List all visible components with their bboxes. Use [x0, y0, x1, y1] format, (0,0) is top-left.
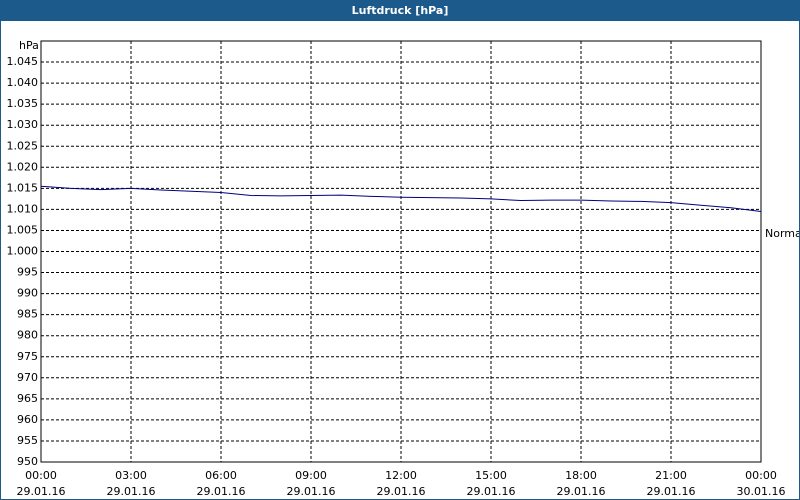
- y-axis-label: hPa: [19, 39, 39, 52]
- y-tick-label: 990: [17, 287, 38, 300]
- x-tick-label: 00:00 30.01.16: [736, 469, 786, 498]
- y-tick-label: 1.025: [7, 139, 39, 152]
- x-tick-label: 03:00 29.01.16: [106, 469, 156, 498]
- y-tick-label: 1.020: [7, 160, 39, 173]
- y-tick-label: 1.015: [7, 181, 39, 194]
- y-tick-label: 995: [17, 266, 38, 279]
- x-tick-label: 15:00 29.01.16: [466, 469, 516, 498]
- y-tick-label: 970: [17, 371, 38, 384]
- y-tick-label: 975: [17, 350, 38, 363]
- y-tick-label: 1.030: [7, 118, 39, 131]
- y-tick-label: 980: [17, 329, 38, 342]
- legend-entry: Normal: [765, 227, 799, 240]
- title-bar: Luftdruck [hPa]: [1, 1, 799, 21]
- y-tick-label: 1.010: [7, 202, 39, 215]
- y-tick-label: 1.005: [7, 223, 39, 236]
- y-tick-label: 960: [17, 413, 38, 426]
- y-tick-label: 955: [17, 434, 38, 447]
- x-tick-label: 09:00 29.01.16: [286, 469, 336, 498]
- y-tick-label: 1.035: [7, 97, 39, 110]
- y-tick-label: 1.045: [7, 55, 39, 68]
- y-tick-label: 1.040: [7, 76, 39, 89]
- y-tick-label: 965: [17, 392, 38, 405]
- x-tick-label: 00:00 29.01.16: [16, 469, 66, 498]
- x-tick-label: 18:00 29.01.16: [556, 469, 606, 498]
- y-tick-label: 950: [17, 455, 38, 468]
- x-tick-label: 06:00 29.01.16: [196, 469, 246, 498]
- x-tick-label: 12:00 29.01.16: [376, 469, 426, 498]
- y-tick-label: 1.000: [7, 245, 39, 258]
- x-tick-label: 21:00 29.01.16: [646, 469, 696, 498]
- chart: hPa 950 955 960 965 970 975 980 985 990 995 1.000 1…: [7, 39, 800, 468]
- y-tick-label: 985: [17, 308, 38, 321]
- data-line: [40, 185, 762, 213]
